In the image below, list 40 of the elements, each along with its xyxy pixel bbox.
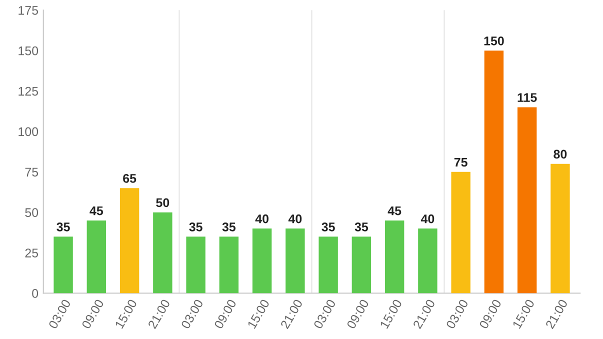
- bar: [352, 236, 372, 294]
- data-label: 35: [189, 222, 202, 232]
- bar: [318, 236, 338, 294]
- bar: [484, 50, 504, 294]
- bar: [219, 236, 239, 294]
- y-tick-label: 150: [18, 46, 38, 56]
- data-label: 150: [484, 36, 504, 46]
- bar: [286, 228, 305, 294]
- y-tick-label: 125: [18, 86, 38, 96]
- bar: [153, 212, 172, 294]
- data-label: 50: [156, 198, 170, 208]
- y-tick-label: 100: [18, 127, 38, 136]
- data-label: 40: [420, 214, 434, 224]
- y-tick-label: 75: [25, 168, 38, 177]
- data-label: 45: [90, 206, 104, 216]
- bar: [54, 236, 73, 294]
- data-label: 35: [322, 222, 335, 232]
- y-tick-label: 0: [32, 289, 38, 298]
- bar: [517, 107, 537, 294]
- data-label: 65: [123, 174, 136, 183]
- data-label: 45: [388, 206, 402, 216]
- bar: [451, 172, 470, 294]
- data-label: 35: [222, 222, 236, 232]
- data-label: 35: [56, 222, 70, 232]
- data-label: 115: [518, 93, 537, 102]
- bar: [186, 236, 206, 294]
- data-label: 35: [354, 222, 368, 232]
- y-tick-label: 50: [25, 208, 38, 218]
- y-tick-label: 175: [18, 6, 38, 15]
- bar: [384, 220, 404, 294]
- bar: [252, 228, 272, 294]
- data-label: 75: [454, 158, 468, 167]
- y-tick-label: 25: [25, 248, 38, 258]
- data-label: 40: [255, 214, 268, 224]
- data-label: 40: [288, 214, 302, 224]
- bar: [418, 228, 438, 294]
- bar: [550, 164, 570, 294]
- data-label: 80: [554, 150, 567, 159]
- bar: [86, 220, 106, 294]
- bar: [120, 188, 140, 294]
